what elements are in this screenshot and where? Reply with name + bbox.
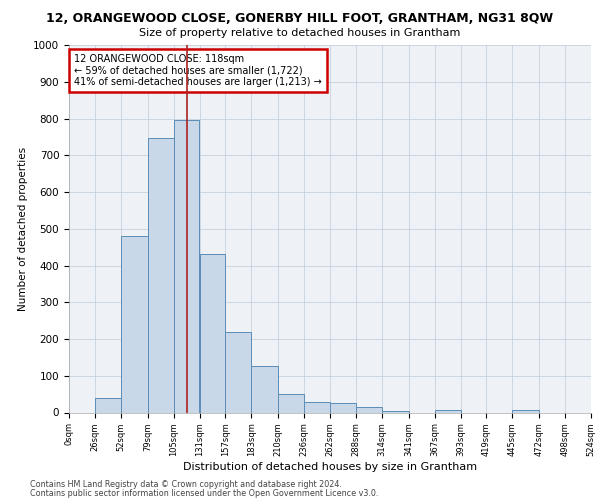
Text: Contains public sector information licensed under the Open Government Licence v3: Contains public sector information licen…	[30, 488, 379, 498]
Bar	[356, 407, 382, 412]
X-axis label: Distribution of detached houses by size in Grantham: Distribution of detached houses by size …	[183, 462, 477, 472]
Bar	[434, 410, 461, 412]
Text: 12, ORANGEWOOD CLOSE, GONERBY HILL FOOT, GRANTHAM, NG31 8QW: 12, ORANGEWOOD CLOSE, GONERBY HILL FOOT,…	[46, 12, 554, 24]
Bar	[173, 120, 199, 412]
Bar	[148, 138, 173, 412]
Bar	[512, 410, 539, 412]
Bar	[278, 394, 304, 412]
Bar	[251, 366, 278, 412]
Bar	[330, 404, 356, 412]
Bar	[382, 410, 409, 412]
Text: 12 ORANGEWOOD CLOSE: 118sqm
← 59% of detached houses are smaller (1,722)
41% of : 12 ORANGEWOOD CLOSE: 118sqm ← 59% of det…	[74, 54, 322, 88]
Y-axis label: Number of detached properties: Number of detached properties	[17, 146, 28, 311]
Bar	[226, 332, 251, 412]
Bar	[304, 402, 330, 412]
Bar	[121, 236, 148, 412]
Bar	[95, 398, 121, 412]
Text: Contains HM Land Registry data © Crown copyright and database right 2024.: Contains HM Land Registry data © Crown c…	[30, 480, 342, 489]
Text: Size of property relative to detached houses in Grantham: Size of property relative to detached ho…	[139, 28, 461, 38]
Bar	[199, 254, 226, 412]
